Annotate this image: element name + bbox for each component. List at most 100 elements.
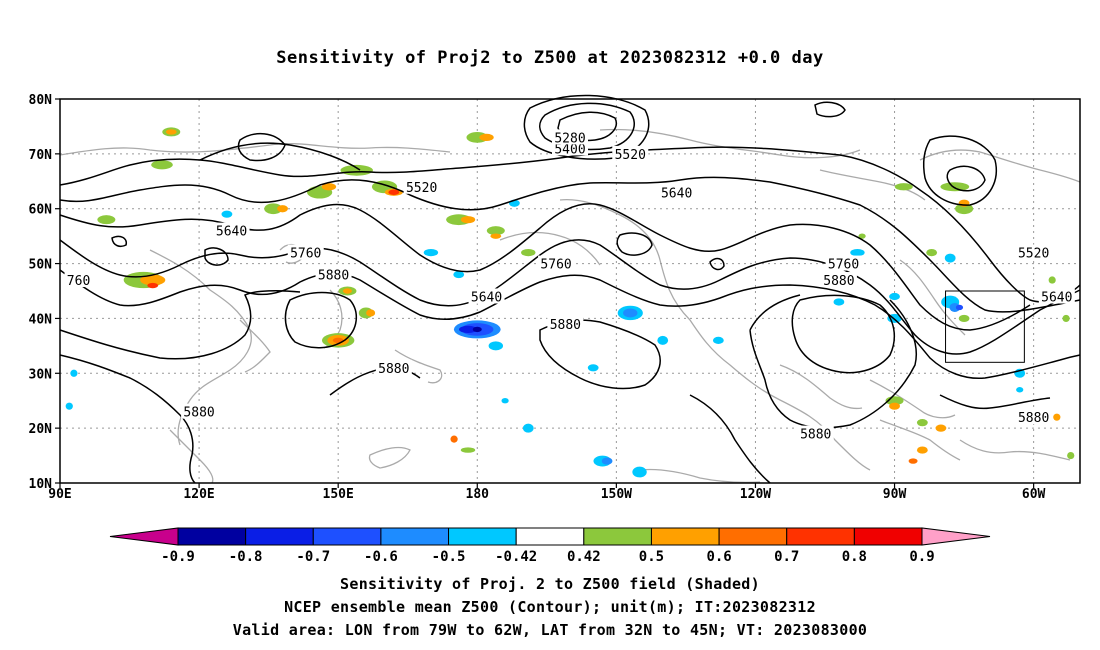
lat-label: 40N (29, 312, 53, 327)
colorbar-segment (650, 527, 720, 546)
lat-label: 50N (29, 258, 53, 273)
contour-label-bg (658, 184, 695, 200)
sensitivity-patch (486, 226, 505, 236)
contour-label: 5520 (615, 148, 646, 163)
colorbar-label: -0.7 (296, 549, 330, 565)
sensitivity-patch (958, 314, 970, 323)
sensitivity-patch (277, 205, 288, 213)
sensitivity-patch (955, 203, 974, 215)
sensitivity-patch (140, 274, 166, 286)
contour-label: 5880 (823, 274, 854, 289)
valid-area-box (945, 290, 1025, 363)
colorbar-label: 0.7 (774, 549, 799, 565)
contour-label-bg (538, 255, 575, 271)
colorbar-segment (786, 527, 855, 546)
colorbar-label: 0.8 (842, 549, 867, 565)
sensitivity-patch (488, 341, 504, 351)
contour-label: 5640 (216, 225, 247, 240)
contour-label: 5640 (1041, 290, 1072, 305)
sensitivity-patch (151, 160, 173, 170)
sensitivity-patch (833, 298, 845, 306)
contour-label: 5520 (406, 181, 437, 196)
map-frame (59, 98, 1081, 484)
contour-label: 5880 (183, 406, 214, 421)
sensitivity-patch (850, 249, 865, 257)
contour-label-bg (213, 222, 250, 238)
sensitivity-patch (501, 398, 509, 404)
contour-label-bg (820, 272, 857, 288)
contour-label-bg (375, 359, 412, 375)
footer-line-2: NCEP ensemble mean Z500 (Contour); unit(… (284, 598, 816, 616)
colorbar-segment (380, 527, 450, 546)
lon-label: 120W (740, 487, 771, 502)
sensitivity-patch (522, 423, 534, 433)
sensitivity-shading (65, 127, 1075, 478)
sensitivity-patch (453, 270, 465, 279)
sensitivity-patch (1053, 413, 1061, 421)
contour-label: 5880 (1018, 411, 1049, 426)
sensitivity-patch (459, 325, 477, 333)
colorbar-label: -0.8 (229, 549, 263, 565)
sensitivity-patch (1062, 314, 1070, 323)
sensitivity-patch (70, 369, 78, 377)
lon-label: 120E (183, 487, 214, 502)
latitude-labels: 80N 70N 60N 50N 40N 30N 20N 10N (29, 93, 53, 492)
sensitivity-patch (472, 326, 482, 333)
contour-label: 5880 (550, 318, 581, 333)
sensitivity-patch (342, 288, 352, 294)
sensitivity-patch (908, 458, 918, 464)
colorbar-label: 0.9 (909, 549, 934, 565)
sensitivity-patch (264, 203, 283, 215)
contour-label-bg (552, 129, 588, 145)
colorbar-label: -0.5 (432, 549, 466, 565)
sensitivity-patch (1067, 451, 1075, 460)
contour-label: 5760 (290, 247, 321, 262)
contour-label: 5880 (318, 269, 349, 284)
lon-label: 180 (466, 487, 490, 502)
colorbar-segment (448, 527, 517, 546)
colorbar-label: 0.6 (706, 549, 731, 565)
sensitivity-patch (916, 419, 928, 427)
contour-label-bg (547, 315, 584, 331)
sensitivity-patch (1048, 276, 1056, 284)
contour-label-bg (64, 272, 93, 288)
lat-label: 10N (29, 477, 53, 492)
sensitivity-patch (450, 435, 458, 443)
contour-label: 5880 (800, 428, 831, 443)
contour-label: 5760 (540, 258, 571, 273)
contour-label-bg (315, 266, 352, 282)
colorbar-segment (312, 527, 382, 546)
contour-label: 5400 (554, 142, 585, 157)
sensitivity-patch (601, 457, 613, 465)
lon-label: 60W (1022, 487, 1046, 502)
contour-label: 5760 (828, 258, 859, 273)
sensitivity-patch (490, 233, 502, 239)
sensitivity-patch (321, 183, 337, 191)
sensitivity-patch (221, 210, 233, 218)
contour-label: 5880 (378, 362, 409, 377)
lon-label: 90E (48, 487, 71, 502)
lat-label: 20N (29, 422, 53, 437)
contour-label-bg (468, 288, 505, 304)
colorbar-low-cap (109, 527, 179, 546)
contour-label-bg (797, 425, 834, 441)
sensitivity-patch (165, 129, 177, 135)
sensitivity-patch (460, 447, 476, 453)
sensitivity-patch (340, 164, 373, 176)
lon-label: 150W (601, 487, 632, 502)
contour-label: 760 (67, 274, 90, 289)
colorbar-label: 0.5 (639, 549, 664, 565)
sensitivity-patch (889, 292, 900, 301)
lon-label: 90W (883, 487, 907, 502)
sensitivity-patch (894, 183, 913, 191)
colorbar-segment (245, 527, 314, 546)
sensitivity-patch (388, 189, 400, 195)
sensitivity-patch (955, 304, 964, 311)
contour-label-bg (825, 255, 862, 271)
sensitivity-patch (944, 253, 956, 263)
colorbar-label: -0.6 (364, 549, 398, 565)
lon-label: 150E (323, 487, 354, 502)
colorbar-label: -0.42 (495, 549, 537, 565)
contour-label-bg (1015, 244, 1052, 260)
